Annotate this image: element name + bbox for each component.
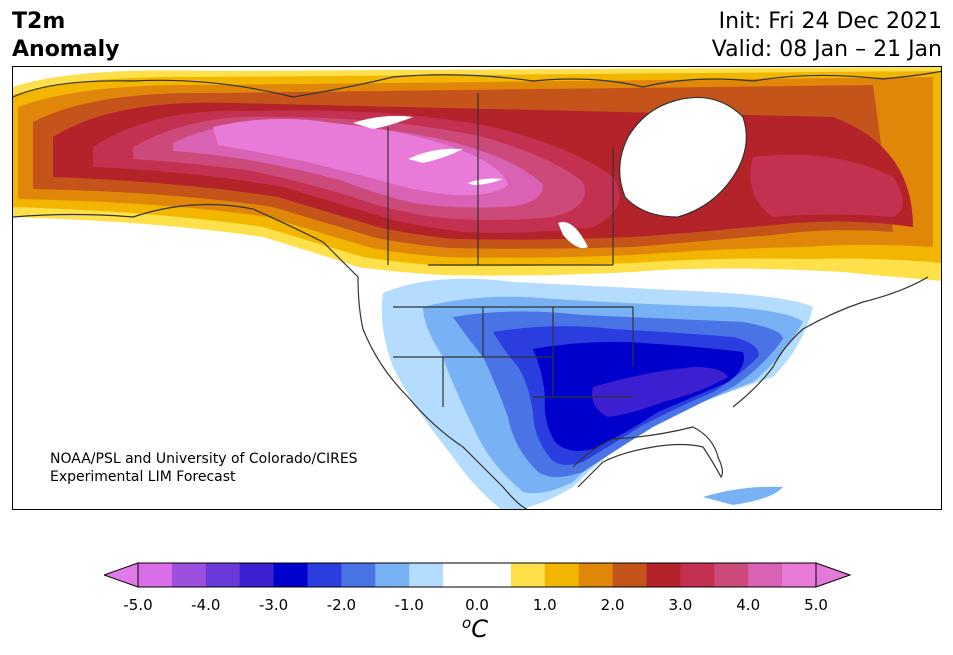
anomaly-map: NOAA/PSL and University of Colorado/CIRE…	[12, 66, 942, 510]
color-scale-tick-label: -2.0	[326, 596, 357, 614]
anomaly-map-canvas	[13, 67, 941, 509]
color-scale-cell	[138, 563, 173, 587]
color-scale-tick-label: -4.0	[191, 596, 221, 614]
color-scale-tick-label: 2.0	[600, 596, 625, 614]
color-scale-tick-label: 1.0	[532, 596, 557, 614]
forecast-dates: Init: Fri 24 Dec 2021 Valid: 08 Jan – 21…	[712, 8, 942, 64]
water-features	[353, 97, 747, 249]
color-scale-tick-label: -3.0	[258, 596, 289, 614]
color-scale-cell	[409, 563, 444, 587]
title-line-1: T2m	[12, 9, 66, 34]
color-scale-cells	[138, 563, 817, 587]
color-scale-cell	[205, 563, 241, 587]
color-scale-tick-label: 5.0	[804, 596, 828, 614]
color-scale-cell	[646, 563, 681, 587]
color-scale-ticks: -5.0 -4.0 -3.0 -2.0 -1.0 0.0 1.0 2.0 3.0 4.0 5.0	[0, 596, 953, 616]
color-scale-tick-label: -5.0	[123, 596, 153, 614]
credit-line-2: Experimental LIM Forecast	[50, 469, 236, 485]
color-scale-cell	[341, 563, 376, 587]
color-scale-cell	[612, 563, 647, 587]
color-scale-cell	[375, 563, 410, 587]
color-scale-tick-label: 0.0	[465, 596, 489, 614]
color-scale-tick-label: -1.0	[394, 596, 424, 614]
color-scale-over-arrow	[815, 562, 852, 588]
cold-anomaly-field	[381, 278, 813, 509]
init-date: Init: Fri 24 Dec 2021	[718, 9, 942, 34]
color-scale-cell	[510, 563, 546, 587]
color-scale-cell	[714, 563, 749, 587]
color-scale-tick-label: 3.0	[668, 596, 693, 614]
color-scale-frame	[137, 562, 817, 588]
color-scale-tick-label: 4.0	[736, 596, 761, 614]
color-scale-cell	[544, 563, 580, 587]
color-scale-cell	[273, 563, 308, 587]
color-scale-under-arrow	[104, 562, 139, 588]
unit-degree: o	[462, 614, 472, 632]
color-scale-cell	[477, 563, 512, 587]
title-line-2: Anomaly	[12, 37, 120, 62]
warm-anomaly-field	[13, 67, 941, 281]
color-scale-cell	[171, 563, 207, 587]
color-scale-cell	[443, 563, 478, 587]
color-scale-cell	[307, 563, 342, 587]
color-scale-unit: oC	[462, 614, 488, 643]
color-scale-cell	[748, 563, 783, 587]
color-scale-cell	[782, 563, 817, 587]
color-scale-cell	[239, 563, 275, 587]
map-title: T2m Anomaly	[12, 8, 119, 64]
color-scale-bar	[104, 562, 852, 588]
valid-date: Valid: 08 Jan – 21 Jan	[711, 37, 942, 62]
data-credit: NOAA/PSL and University of Colorado/CIRE…	[50, 450, 358, 486]
color-scale-cell	[578, 563, 614, 587]
color-scale-cell	[680, 563, 715, 587]
credit-line-1: NOAA/PSL and University of Colorado/CIRE…	[50, 451, 358, 467]
map-boundaries	[13, 70, 941, 509]
unit-letter: C	[471, 615, 488, 643]
